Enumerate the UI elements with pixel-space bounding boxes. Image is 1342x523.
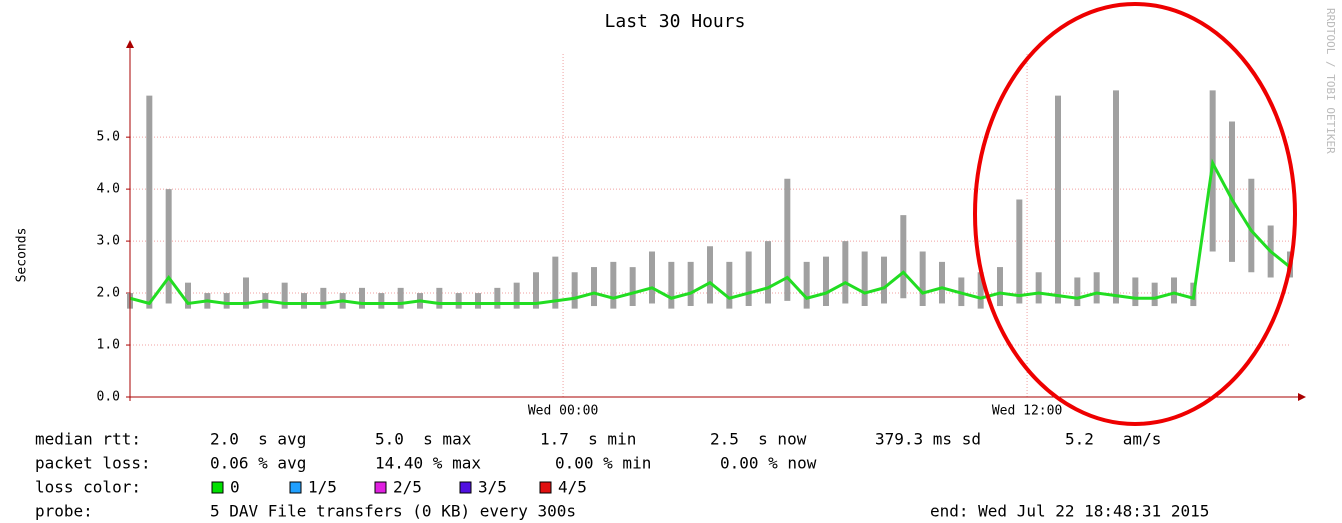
y-axis-arrow bbox=[126, 40, 134, 48]
legend-text: 5 DAV File transfers (0 KB) every 300s bbox=[210, 502, 576, 521]
loss-label: 3/5 bbox=[478, 478, 507, 497]
y-tick-label: 4.0 bbox=[97, 182, 120, 197]
legend-text: 0.00 % now bbox=[720, 454, 817, 473]
legend-text: 1.7 s min bbox=[540, 430, 636, 449]
y-tick-label: 3.0 bbox=[97, 234, 120, 249]
loss-label: 1/5 bbox=[308, 478, 337, 497]
chart-title: Last 30 Hours bbox=[605, 11, 746, 32]
legend-text: packet loss: bbox=[35, 454, 151, 473]
legend-text: 0.00 % min bbox=[555, 454, 651, 473]
highlight-ellipse bbox=[973, 2, 1297, 426]
median-line bbox=[129, 158, 1291, 306]
x-tick-label: Wed 12:00 bbox=[992, 404, 1062, 419]
legend-text: 14.40 % max bbox=[375, 454, 481, 473]
y-tick-label: 0.0 bbox=[97, 390, 120, 405]
legend-text: median rtt: bbox=[35, 430, 141, 449]
loss-label: 4/5 bbox=[558, 478, 587, 497]
legend-text: 5.2 am/s bbox=[1065, 430, 1161, 449]
x-tick-label: Wed 00:00 bbox=[528, 404, 598, 419]
loss-label: 0 bbox=[230, 478, 240, 497]
y-axis-label: Seconds bbox=[15, 228, 30, 283]
x-axis-arrow bbox=[1298, 393, 1306, 401]
y-tick-label: 2.0 bbox=[97, 286, 120, 301]
loss-swatch bbox=[289, 481, 302, 494]
watermark: RRDTOOL / TOBI OETIKER bbox=[1324, 8, 1337, 154]
legend-text: 379.3 ms sd bbox=[875, 430, 981, 449]
legend-text: 2.0 s avg bbox=[210, 430, 306, 449]
legend-text: end: Wed Jul 22 18:48:31 2015 bbox=[930, 502, 1209, 521]
loss-swatch bbox=[459, 481, 472, 494]
legend-text: 0.06 % avg bbox=[210, 454, 306, 473]
legend-text: 2.5 s now bbox=[710, 430, 807, 449]
loss-swatch bbox=[211, 481, 224, 494]
legend-text: 5.0 s max bbox=[375, 430, 472, 449]
y-tick-label: 5.0 bbox=[97, 130, 120, 145]
legend-text: probe: bbox=[35, 502, 93, 521]
legend-text: loss color: bbox=[35, 478, 141, 497]
loss-label: 2/5 bbox=[393, 478, 422, 497]
loss-swatch bbox=[374, 481, 387, 494]
loss-swatch bbox=[539, 481, 552, 494]
y-tick-label: 1.0 bbox=[97, 338, 120, 353]
